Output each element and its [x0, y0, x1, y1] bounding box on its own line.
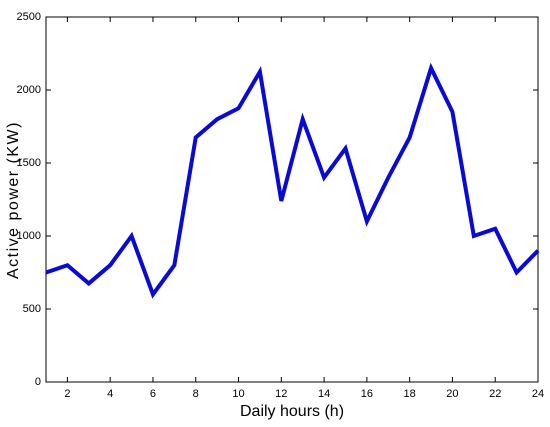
y-tick-label: 2000	[17, 84, 41, 96]
x-tick-label: 4	[107, 388, 113, 400]
x-tick-label: 16	[361, 388, 373, 400]
x-tick-label: 20	[446, 388, 458, 400]
x-tick-label: 12	[275, 388, 287, 400]
plot-frame	[45, 16, 539, 383]
y-tick-label: 500	[23, 303, 41, 315]
x-tick-label: 2	[64, 388, 70, 400]
x-tick-label: 6	[150, 388, 156, 400]
x-tick-label: 14	[318, 388, 330, 400]
x-tick-label: 22	[489, 388, 501, 400]
data-line	[45, 62, 540, 299]
y-tick-label: 1500	[17, 157, 41, 169]
y-tick-label: 2500	[17, 11, 41, 23]
x-tick-label: 10	[232, 388, 244, 400]
y-axis-label: Active power (KW)	[5, 121, 22, 279]
x-tick-label: 24	[532, 388, 544, 400]
y-tick-label: 1000	[17, 230, 41, 242]
x-tick-label: 18	[404, 388, 416, 400]
x-tick-label: 8	[193, 388, 199, 400]
y-tick-label: 0	[35, 376, 41, 388]
x-axis-label: Daily hours (h)	[240, 403, 344, 420]
